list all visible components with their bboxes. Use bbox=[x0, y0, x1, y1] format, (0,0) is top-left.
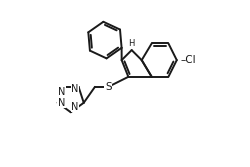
Text: S: S bbox=[105, 82, 112, 92]
Text: N: N bbox=[58, 98, 65, 108]
Text: H: H bbox=[128, 39, 135, 48]
Text: N: N bbox=[71, 84, 78, 94]
Text: –Cl: –Cl bbox=[180, 55, 196, 65]
Text: N: N bbox=[71, 102, 78, 112]
Text: N: N bbox=[58, 87, 65, 97]
